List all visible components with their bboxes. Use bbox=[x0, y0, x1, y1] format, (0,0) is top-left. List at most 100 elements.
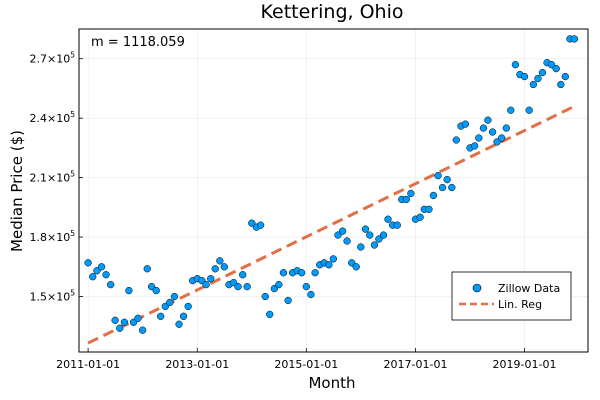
data-point bbox=[357, 243, 365, 251]
data-point bbox=[107, 280, 115, 289]
x-axis-title: Month bbox=[308, 374, 355, 392]
data-point bbox=[370, 241, 379, 249]
data-point bbox=[361, 225, 370, 233]
data-point bbox=[425, 205, 433, 213]
data-point bbox=[561, 72, 569, 81]
data-point bbox=[116, 324, 124, 332]
data-point bbox=[525, 106, 533, 114]
data-point bbox=[279, 269, 288, 277]
data-point bbox=[207, 275, 215, 283]
data-point bbox=[147, 282, 156, 291]
data-point bbox=[402, 195, 411, 204]
axis-ticks: 2011-01-01 2013-01-01 2015-01-01 2017-01-01… bbox=[30, 51, 557, 371]
y-tick-label: 2.1×105 bbox=[30, 170, 76, 185]
data-point bbox=[311, 269, 319, 277]
y-tick-exponent: 5 bbox=[70, 289, 75, 298]
legend: Zillow Data Lin. Reg bbox=[451, 271, 572, 321]
y-tick-mantissa: 1.8×10 bbox=[30, 231, 71, 244]
data-point bbox=[111, 316, 119, 324]
data-point bbox=[307, 290, 315, 299]
data-point bbox=[448, 183, 456, 192]
data-point bbox=[302, 282, 310, 291]
data-point bbox=[97, 263, 106, 271]
data-point bbox=[202, 280, 210, 289]
data-points bbox=[84, 35, 579, 334]
y-axis-title: Median Price ($) bbox=[8, 130, 26, 252]
data-point bbox=[125, 286, 133, 295]
data-point bbox=[384, 215, 392, 223]
data-point bbox=[298, 269, 306, 277]
y-tick-mantissa: 2.4×10 bbox=[30, 112, 71, 125]
y-tick-label: 2.7×105 bbox=[30, 51, 76, 66]
y-tick-mantissa: 2.1×10 bbox=[30, 172, 71, 185]
data-point bbox=[338, 227, 347, 235]
data-point bbox=[484, 116, 492, 124]
y-tick-label: 2.4×105 bbox=[30, 110, 76, 125]
data-point bbox=[184, 302, 192, 311]
y-tick-exponent: 5 bbox=[70, 229, 75, 238]
data-point bbox=[234, 282, 242, 291]
y-tick-exponent: 5 bbox=[70, 170, 75, 179]
data-point bbox=[334, 231, 342, 239]
legend-label-zillow: Zillow Data bbox=[498, 282, 560, 295]
data-point bbox=[157, 312, 165, 320]
x-tick-label: 2015-01-01 bbox=[274, 358, 338, 371]
chart-title: Kettering, Ohio bbox=[261, 1, 404, 23]
data-point bbox=[375, 235, 383, 243]
data-point bbox=[120, 318, 129, 326]
data-point bbox=[89, 273, 97, 281]
data-point bbox=[443, 175, 451, 184]
y-tick-exponent: 5 bbox=[70, 51, 75, 60]
data-point bbox=[552, 64, 560, 73]
data-point bbox=[493, 138, 501, 146]
data-point bbox=[243, 282, 251, 291]
data-point bbox=[352, 263, 360, 271]
data-point bbox=[407, 189, 415, 198]
data-point bbox=[93, 267, 101, 275]
data-point bbox=[452, 136, 460, 144]
data-point bbox=[461, 120, 470, 128]
y-tick-mantissa: 1.5×10 bbox=[30, 291, 71, 304]
data-point bbox=[256, 221, 265, 229]
y-tick-label: 1.5×105 bbox=[30, 289, 76, 304]
data-point bbox=[379, 231, 388, 239]
plot-frame bbox=[78, 28, 589, 353]
data-point bbox=[438, 183, 447, 192]
data-point bbox=[343, 237, 351, 245]
data-point bbox=[134, 314, 142, 322]
data-point bbox=[143, 265, 151, 273]
data-point bbox=[538, 68, 547, 77]
data-point bbox=[261, 292, 269, 301]
data-point bbox=[216, 257, 224, 265]
data-point bbox=[175, 320, 183, 328]
data-point bbox=[284, 296, 292, 305]
data-point bbox=[166, 298, 174, 307]
data-point bbox=[534, 74, 542, 83]
data-point bbox=[366, 231, 374, 239]
data-point bbox=[479, 124, 488, 132]
legend-marker-zillow bbox=[472, 283, 482, 293]
legend-box bbox=[451, 271, 572, 321]
x-tick-label: 2017-01-01 bbox=[384, 358, 448, 371]
data-point bbox=[570, 35, 579, 43]
data-point bbox=[179, 312, 188, 320]
y-tick-mantissa: 2.7×10 bbox=[30, 53, 71, 66]
data-point bbox=[429, 191, 438, 200]
data-point bbox=[557, 80, 565, 89]
legend-label-linreg: Lin. Reg bbox=[498, 298, 542, 311]
data-point bbox=[138, 326, 147, 334]
data-point bbox=[511, 61, 520, 69]
data-point bbox=[529, 80, 537, 89]
x-tick-label: 2013-01-01 bbox=[165, 358, 229, 371]
data-point bbox=[329, 255, 338, 263]
data-point bbox=[502, 124, 510, 132]
x-tick-label: 2019-01-01 bbox=[493, 358, 557, 371]
data-point bbox=[488, 128, 497, 136]
data-point bbox=[211, 265, 219, 273]
data-point bbox=[170, 292, 179, 301]
y-tick-exponent: 5 bbox=[70, 110, 75, 119]
data-point bbox=[547, 61, 556, 69]
data-point bbox=[152, 286, 160, 295]
